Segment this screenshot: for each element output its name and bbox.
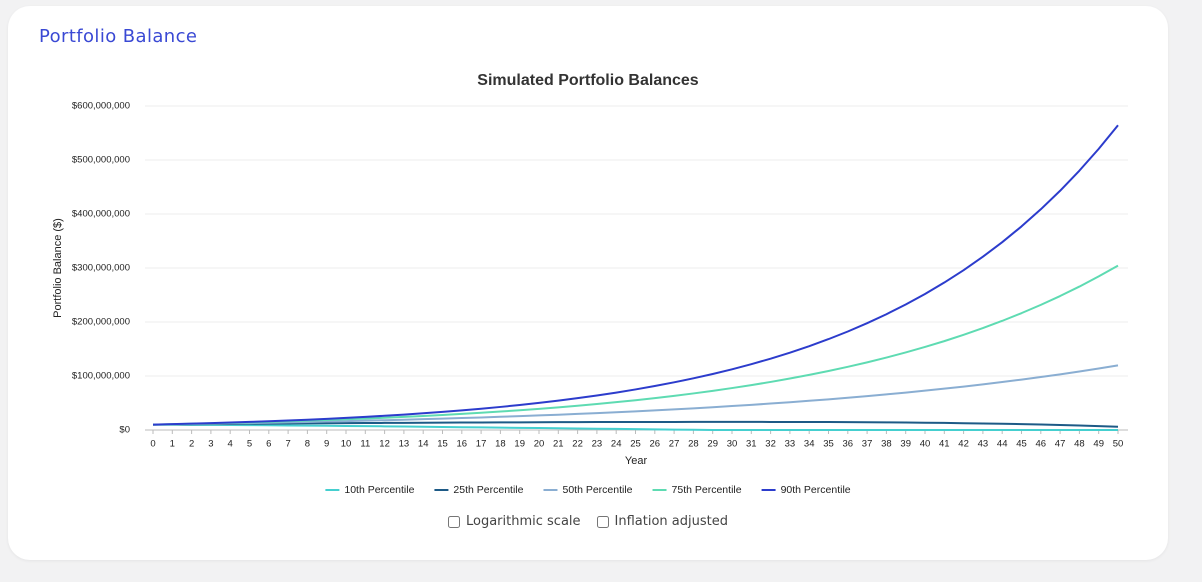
x-tick-label: 22: [572, 439, 583, 450]
x-tick-label: 49: [1093, 439, 1104, 450]
x-tick-label: 41: [939, 439, 950, 450]
x-tick-label: 19: [514, 439, 525, 450]
x-tick-label: 50: [1113, 439, 1124, 450]
x-tick-label: 40: [920, 439, 931, 450]
card-heading: Portfolio Balance: [39, 26, 198, 47]
series-line: [152, 423, 1118, 431]
x-tick-label: 33: [785, 439, 796, 450]
chart: Simulated Portfolio Balances Year Portfo…: [52, 72, 1128, 496]
checkbox[interactable]: [448, 515, 460, 528]
x-tick-label: 11: [360, 439, 370, 450]
x-tick-label: 39: [900, 439, 911, 450]
x-tick-label: 16: [457, 439, 468, 450]
legend-label: 10th Percentile: [344, 484, 414, 496]
y-axis-label: Portfolio Balance ($): [52, 218, 64, 318]
x-tick-label: 28: [688, 439, 699, 450]
x-tick-label: 36: [843, 439, 854, 450]
x-tick-label: 1: [170, 439, 175, 450]
x-tick-label: 35: [823, 439, 834, 450]
x-tick-label: 26: [650, 439, 661, 450]
x-tick-label: 25: [630, 439, 641, 450]
checkbox-control[interactable]: Logarithmic scale: [448, 514, 581, 529]
legend-item: 10th Percentile: [325, 484, 415, 496]
y-tick-label: $400,000,000: [72, 209, 130, 220]
x-tick-label: 7: [285, 439, 290, 450]
series-line: [152, 264, 1119, 426]
x-tick-label: 15: [437, 439, 448, 450]
x-tick-label: 10: [341, 439, 352, 450]
x-tick-label: 3: [208, 439, 213, 450]
checkbox[interactable]: [596, 515, 609, 528]
x-tick-label: 24: [611, 439, 622, 450]
x-tick-label: 2: [189, 439, 194, 450]
x-tick-label: 18: [495, 439, 506, 450]
x-tick-label: 27: [669, 439, 680, 450]
y-tick-label: $500,000,000: [72, 155, 130, 166]
series-line: [152, 364, 1119, 426]
x-tick-label: 17: [476, 439, 487, 450]
legend-item: 50th Percentile: [543, 484, 633, 496]
legend-label: 75th Percentile: [672, 484, 742, 496]
legend-item: 75th Percentile: [652, 484, 742, 496]
x-tick-label: 0: [150, 439, 155, 450]
x-tick-label: 34: [804, 439, 815, 450]
legend-label: 25th Percentile: [453, 484, 523, 496]
x-tick-label: 6: [266, 439, 271, 450]
x-tick-label: 38: [881, 439, 892, 450]
series-line: [152, 420, 1119, 428]
x-tick-label: 46: [1036, 439, 1047, 450]
x-tick-label: 9: [324, 439, 329, 450]
x-tick-label: 8: [305, 439, 310, 450]
y-tick-label: $0: [119, 425, 130, 436]
series-line: [152, 124, 1119, 426]
chart-title: Simulated Portfolio Balances: [477, 72, 698, 89]
y-tick-label: $200,000,000: [72, 317, 130, 328]
x-tick-label: 20: [534, 439, 545, 450]
y-tick-label: $100,000,000: [72, 371, 130, 382]
legend-item: 25th Percentile: [434, 484, 524, 496]
x-tick-label: 14: [418, 439, 429, 450]
x-tick-label: 5: [247, 439, 252, 450]
legend-item: 90th Percentile: [761, 484, 851, 496]
x-tick-label: 31: [746, 439, 757, 450]
x-tick-label: 12: [379, 439, 390, 450]
x-tick-label: 21: [553, 439, 564, 450]
portfolio-card: Portfolio Balance Simulated Portfolio Ba…: [8, 6, 1168, 560]
x-tick-label: 30: [727, 439, 738, 450]
x-tick-label: 37: [862, 439, 873, 450]
x-tick-label: 45: [1016, 439, 1027, 450]
y-tick-label: $600,000,000: [72, 101, 130, 112]
checkbox-label: Inflation adjusted: [614, 514, 728, 529]
x-tick-label: 42: [958, 439, 969, 450]
x-tick-label: 29: [707, 439, 718, 450]
legend-label: 90th Percentile: [781, 484, 851, 496]
x-axis-label: Year: [625, 455, 648, 467]
x-tick-label: 32: [765, 439, 776, 450]
legend-label: 50th Percentile: [562, 484, 632, 496]
checkbox-control[interactable]: Inflation adjusted: [596, 514, 728, 529]
chart-controls: Logarithmic scale Inflation adjusted: [8, 514, 1168, 529]
legend: 10th Percentile 25th Percentile 50th Perce…: [325, 484, 851, 496]
y-tick-label: $300,000,000: [72, 263, 130, 274]
checkbox-label: Logarithmic scale: [466, 514, 581, 529]
x-tick-label: 4: [228, 439, 233, 450]
x-tick-label: 23: [592, 439, 603, 450]
x-tick-label: 48: [1074, 439, 1085, 450]
x-tick-label: 43: [978, 439, 989, 450]
x-tick-label: 13: [399, 439, 410, 450]
x-tick-label: 47: [1055, 439, 1066, 450]
x-tick-label: 44: [997, 439, 1008, 450]
